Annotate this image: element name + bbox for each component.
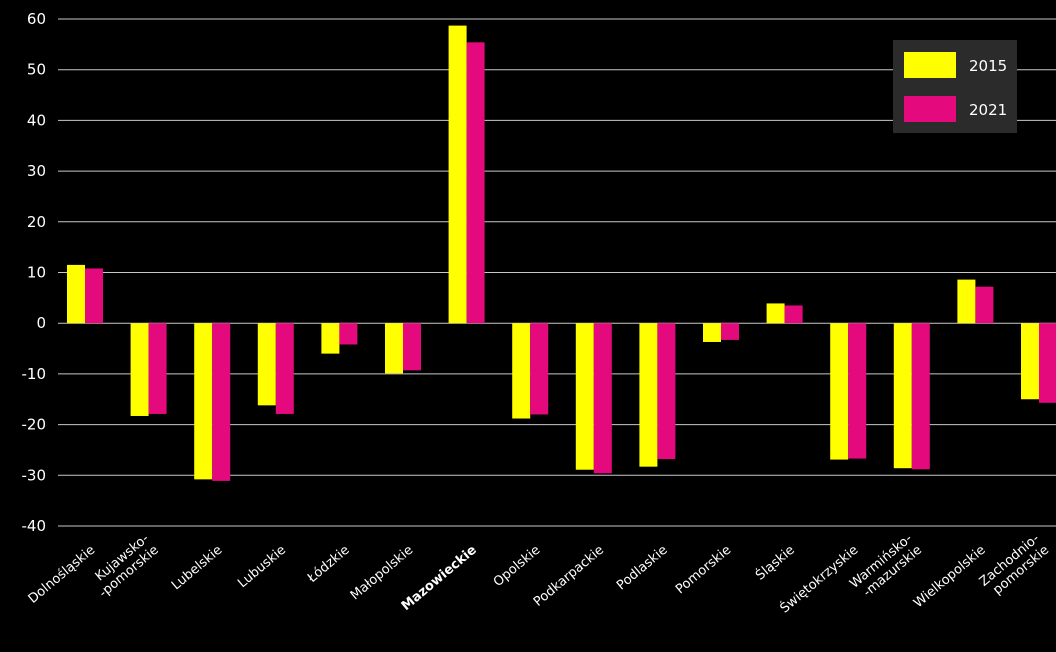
x-category-label: Lubelskie	[169, 543, 225, 594]
x-category-label-line: Łódzkie	[304, 543, 352, 587]
bar	[657, 323, 676, 460]
y-tick-label: 30	[27, 162, 46, 180]
bar	[721, 323, 739, 340]
x-category-label-line: Lubelskie	[169, 543, 225, 594]
y-tick-label: 10	[27, 264, 46, 282]
x-category-label: Dolnośląskie	[26, 543, 98, 607]
x-category-label: Łódzkie	[304, 543, 352, 587]
bar	[448, 25, 467, 324]
x-category-label-line: Lubuskie	[235, 543, 289, 592]
bar	[893, 323, 912, 469]
x-category-label-line: Podlaskie	[614, 543, 670, 594]
y-tick-label: 40	[27, 111, 46, 129]
x-category-label: Kujawsko--pomorskie	[93, 531, 162, 601]
bar	[321, 323, 340, 354]
x-category-label: Śląskie	[752, 542, 797, 584]
bar	[703, 323, 721, 342]
bar	[257, 323, 276, 406]
bar	[766, 303, 785, 324]
bar	[385, 323, 403, 374]
bar	[848, 323, 867, 459]
x-category-label-line: Dolnośląskie	[26, 543, 98, 607]
x-category-label-line: Podkarpackie	[531, 543, 607, 610]
y-tick-label: 20	[27, 213, 46, 231]
bars	[67, 25, 1056, 481]
bar	[1039, 323, 1056, 403]
bar	[194, 323, 213, 480]
x-category-label-line: Opolskie	[491, 543, 544, 590]
x-category-label: Opolskie	[491, 543, 544, 590]
x-category-label: Podkarpackie	[531, 543, 607, 610]
bar	[593, 323, 612, 474]
bar	[339, 323, 358, 345]
bar	[403, 323, 421, 371]
y-tick-label: -30	[22, 466, 47, 484]
y-tick-label: -40	[22, 517, 47, 535]
bar	[975, 286, 994, 324]
bar	[512, 323, 531, 419]
bar	[212, 323, 231, 481]
legend-label: 2015	[969, 57, 1007, 75]
bar	[466, 42, 485, 324]
y-tick-label: -20	[22, 416, 47, 434]
y-axis-tick-labels: -40 -30 -20 -10 0 10 20 30 40 50 60	[22, 10, 47, 535]
legend-swatch	[904, 96, 956, 122]
bar	[85, 268, 103, 324]
legend-swatch	[904, 52, 956, 78]
y-tick-label: 60	[27, 10, 46, 28]
bar	[275, 323, 294, 414]
y-tick-label: 0	[36, 314, 46, 332]
bar	[530, 323, 549, 415]
bar	[639, 323, 658, 467]
bar	[148, 323, 167, 414]
legend-label: 2021	[969, 101, 1007, 119]
x-category-label: Małopolskie	[348, 543, 416, 604]
bar	[575, 323, 594, 470]
x-category-label-line: Małopolskie	[348, 543, 416, 604]
legend: 2015 2021	[893, 40, 1017, 133]
x-category-label: Podlaskie	[614, 543, 670, 594]
x-category-label: Zachodnio-pomorskie	[977, 531, 1052, 598]
bar	[1021, 323, 1039, 400]
x-category-label-line: Pomorskie	[673, 543, 734, 598]
bar	[130, 323, 149, 416]
bar	[67, 264, 85, 324]
bar	[911, 323, 930, 470]
x-category-label: Warmińsko--mazurskie	[847, 531, 925, 600]
y-tick-label: 50	[27, 61, 46, 79]
bar	[830, 323, 849, 460]
x-category-label-line: Śląskie	[752, 542, 797, 584]
x-category-label: Lubuskie	[235, 543, 289, 592]
y-tick-label: -10	[22, 365, 47, 383]
x-category-label: Pomorskie	[673, 543, 734, 598]
bar	[784, 305, 803, 324]
bar	[957, 279, 976, 324]
